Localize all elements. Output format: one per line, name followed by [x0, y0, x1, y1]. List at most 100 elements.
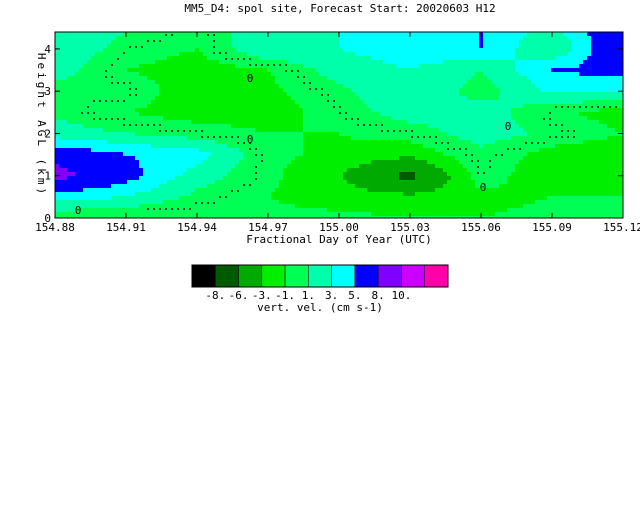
heatmap-cell	[575, 84, 580, 89]
heatmap-cell	[527, 116, 532, 121]
heatmap-cell	[371, 68, 376, 73]
heatmap-cell	[395, 100, 400, 105]
heatmap-cell	[523, 124, 528, 129]
heatmap-cell	[275, 84, 280, 89]
heatmap-cell	[359, 96, 364, 101]
heatmap-cell	[583, 160, 588, 165]
heatmap-cell	[543, 96, 548, 101]
heatmap-cell	[607, 84, 612, 89]
heatmap-cell	[395, 160, 400, 165]
heatmap-cell	[359, 64, 364, 69]
heatmap-cell	[111, 136, 116, 141]
heatmap-cell	[131, 100, 136, 105]
heatmap-cell	[235, 148, 240, 153]
heatmap-cell	[523, 64, 528, 69]
heatmap-cell	[607, 148, 612, 153]
heatmap-cell	[447, 132, 452, 137]
heatmap-cell	[359, 120, 364, 125]
heatmap-cell	[591, 152, 596, 157]
heatmap-cell	[227, 92, 232, 97]
heatmap-cell	[323, 96, 328, 101]
heatmap-cell	[511, 120, 516, 125]
heatmap-cell	[99, 32, 104, 37]
heatmap-cell	[495, 92, 500, 97]
heatmap-cell	[423, 88, 428, 93]
heatmap-cell	[231, 40, 236, 45]
heatmap-cell	[615, 68, 620, 73]
heatmap-cell	[275, 140, 280, 145]
heatmap-cell	[143, 72, 148, 77]
heatmap-cell	[279, 124, 284, 129]
heatmap-cell	[531, 44, 536, 49]
heatmap-cell	[171, 32, 176, 37]
heatmap-cell	[211, 132, 216, 137]
heatmap-cell	[227, 76, 232, 81]
heatmap-cell	[343, 112, 348, 117]
heatmap-cell	[431, 120, 436, 125]
heatmap-cell	[151, 168, 156, 173]
heatmap-cell	[531, 60, 536, 65]
heatmap-cell	[431, 156, 436, 161]
heatmap-cell	[527, 96, 532, 101]
heatmap-cell	[527, 160, 532, 165]
heatmap-cell	[427, 72, 432, 77]
heatmap-cell	[299, 128, 304, 133]
heatmap-cell	[475, 56, 480, 61]
heatmap-cell	[379, 48, 384, 53]
heatmap-cell	[595, 44, 600, 49]
heatmap-cell	[331, 60, 336, 65]
heatmap-cell	[435, 144, 440, 149]
heatmap-cell	[123, 144, 128, 149]
heatmap-cell	[503, 116, 508, 121]
heatmap-cell	[347, 44, 352, 49]
heatmap-cell	[315, 88, 320, 93]
heatmap-cell	[247, 88, 252, 93]
heatmap-cell	[487, 152, 492, 157]
heatmap-cell	[223, 120, 228, 125]
heatmap-cell	[435, 56, 440, 61]
heatmap-cell	[287, 52, 292, 57]
heatmap-cell	[115, 76, 120, 81]
heatmap-cell	[519, 144, 524, 149]
heatmap-cell	[615, 164, 620, 169]
heatmap-cell	[295, 140, 300, 145]
heatmap-cell	[599, 140, 604, 145]
heatmap-cell	[279, 88, 284, 93]
heatmap-cell	[467, 96, 472, 101]
heatmap-cell	[511, 72, 516, 77]
heatmap-cell	[527, 44, 532, 49]
heatmap-cell	[363, 60, 368, 65]
heatmap-cell	[163, 32, 168, 37]
heatmap-cell	[79, 148, 84, 153]
heatmap-cell	[355, 60, 360, 65]
heatmap-cell	[303, 136, 308, 141]
heatmap-cell	[279, 132, 284, 137]
heatmap-cell	[103, 104, 108, 109]
heatmap-cell	[587, 52, 592, 57]
heatmap-cell	[259, 104, 264, 109]
heatmap-cell	[55, 48, 60, 53]
heatmap-cell	[207, 112, 212, 117]
heatmap-cell	[423, 44, 428, 49]
heatmap-cell	[463, 84, 468, 89]
heatmap-cell	[607, 56, 612, 61]
heatmap-cell	[311, 48, 316, 53]
heatmap-cell	[579, 148, 584, 153]
heatmap-cell	[111, 40, 116, 45]
heatmap-cell	[183, 148, 188, 153]
heatmap-cell	[183, 80, 188, 85]
heatmap-cell	[95, 60, 100, 65]
heatmap-cell	[183, 64, 188, 69]
heatmap-cell	[163, 48, 168, 53]
heatmap-cell	[307, 60, 312, 65]
heatmap-cell	[427, 64, 432, 69]
heatmap-cell	[559, 60, 564, 65]
heatmap-cell	[367, 116, 372, 121]
heatmap-cell	[463, 64, 468, 69]
heatmap-cell	[411, 44, 416, 49]
heatmap-cell	[427, 124, 432, 129]
heatmap-cell	[255, 144, 260, 149]
heatmap-cell	[423, 156, 428, 161]
heatmap-cell	[423, 140, 428, 145]
heatmap-cell	[323, 36, 328, 41]
